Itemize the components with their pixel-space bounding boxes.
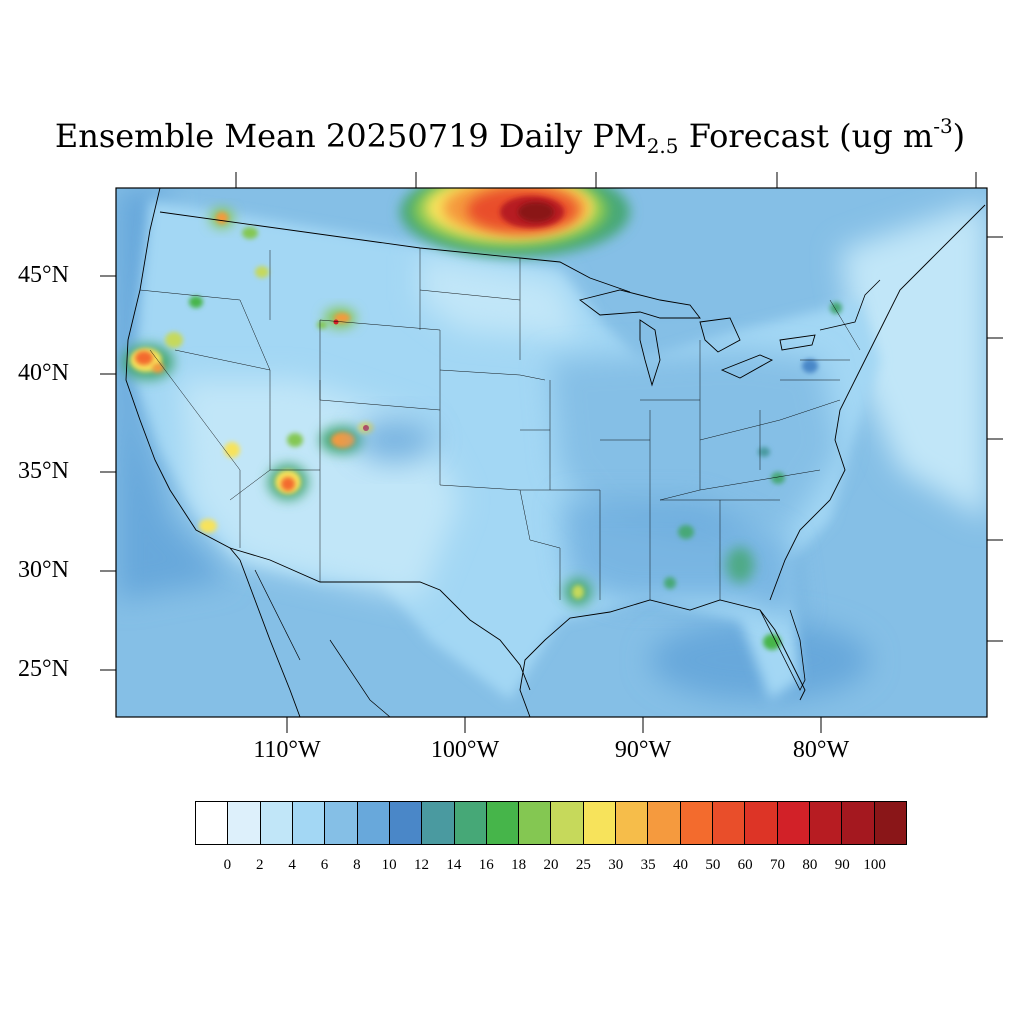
map-frame — [115, 187, 988, 718]
lake-erie — [720, 354, 774, 379]
title-closing: ) — [952, 117, 966, 155]
us-canada-border — [159, 211, 631, 293]
state-borders — [139, 248, 861, 600]
baja-coastline — [239, 559, 301, 717]
boundaries — [125, 188, 986, 717]
west-coastline — [125, 188, 241, 561]
lon-label-110w: 110°W — [253, 737, 321, 763]
colorbar-label: 16 — [478, 857, 494, 873]
title-subscript: 2.5 — [646, 134, 679, 158]
lon-label-100w: 100°W — [430, 737, 500, 763]
colorbar-swatch — [583, 802, 617, 844]
colorbar-label: 20 — [543, 857, 559, 873]
colorbar-label: 90 — [834, 857, 850, 873]
colorbar-label: 30 — [608, 857, 624, 873]
colorbar-label: 12 — [414, 857, 430, 873]
colorbar-label: 6 — [320, 857, 329, 873]
colorbar-swatch — [680, 802, 713, 844]
lake-michigan — [639, 319, 661, 387]
north-plains-light-field — [420, 255, 580, 340]
colorbar-swatch — [196, 802, 229, 844]
colorbar-label: 60 — [737, 857, 753, 873]
lat-label-25n: 25°N — [18, 656, 69, 682]
lat-label-45n: 45°N — [18, 262, 69, 288]
lake-huron — [699, 317, 741, 353]
colorbar-swatch — [551, 802, 584, 844]
colorbar-swatch — [809, 802, 843, 844]
colorbar-label: 4 — [288, 857, 296, 873]
map-title: Ensemble Mean 20250719 Daily PM2.5 Forec… — [0, 114, 1024, 158]
southeast-dark-field — [560, 500, 800, 620]
colorbar-label: 80 — [802, 857, 818, 873]
colorbar-swatch — [389, 802, 423, 844]
axis-ticks — [100, 172, 1003, 733]
canada-smoke-plume — [400, 188, 630, 257]
lake-ontario — [779, 334, 816, 351]
colorbar-swatch — [260, 802, 293, 844]
fire-hotspots — [122, 208, 842, 650]
colorbar-swatch — [422, 802, 455, 844]
atlantic-coastline — [769, 204, 986, 601]
colorbar-swatch — [616, 802, 649, 844]
title-text: Ensemble Mean 20250719 Daily PM — [54, 117, 647, 155]
lat-label-35n: 35°N — [18, 458, 69, 484]
colorbar-swatch — [842, 802, 875, 844]
lat-label-30n: 30°N — [18, 557, 69, 583]
gulf-coastline — [519, 599, 806, 717]
lon-label-80w: 80°W — [792, 737, 850, 763]
colorbar-label: 0 — [223, 857, 232, 873]
colorbar-swatch — [713, 802, 746, 844]
colorbar-swatch — [874, 802, 906, 844]
colorbar-swatch — [519, 802, 552, 844]
colorbar-swatch — [745, 802, 778, 844]
title-units-text: Forecast (ug m — [678, 117, 934, 155]
title-superscript: -3 — [933, 114, 953, 138]
colorbar-label: 8 — [353, 857, 361, 873]
lake-superior — [578, 289, 701, 319]
atlantic-light-field — [840, 200, 987, 520]
colorbar-swatch — [228, 802, 261, 844]
colorbar-swatch — [486, 802, 520, 844]
colorbar-label: 70 — [770, 857, 786, 873]
eastern-moderate-field — [550, 350, 840, 540]
colorbar-label: 14 — [446, 857, 462, 873]
colorbar-swatch — [648, 802, 681, 844]
colorbar-labels: 0 2 4 6 8 10 12 14 16 18 20 25 30 35 40 50 60 70 80 90 100 — [0, 857, 1024, 877]
pm25-field — [116, 188, 987, 717]
us-mexico-border — [229, 547, 531, 691]
colorbar-swatch — [292, 802, 326, 844]
colorbar-label: 18 — [511, 857, 527, 873]
colorbar-swatch — [357, 802, 390, 844]
colorbar-label: 2 — [255, 857, 264, 873]
colorbar-label: 40 — [672, 857, 688, 873]
colorbar-label: 10 — [381, 857, 397, 873]
colorbar-swatch — [454, 802, 487, 844]
colorbar — [195, 801, 907, 845]
lat-label-40n: 40°N — [18, 360, 69, 386]
colorbar-label: 100 — [863, 857, 886, 873]
colorbar-label: 50 — [705, 857, 721, 873]
lon-label-90w: 90°W — [614, 737, 672, 763]
colorbar-label: 35 — [640, 857, 656, 873]
colorbar-swatch — [777, 802, 810, 844]
colorbar-label: 25 — [575, 857, 591, 873]
colorbar-swatch — [325, 802, 358, 844]
